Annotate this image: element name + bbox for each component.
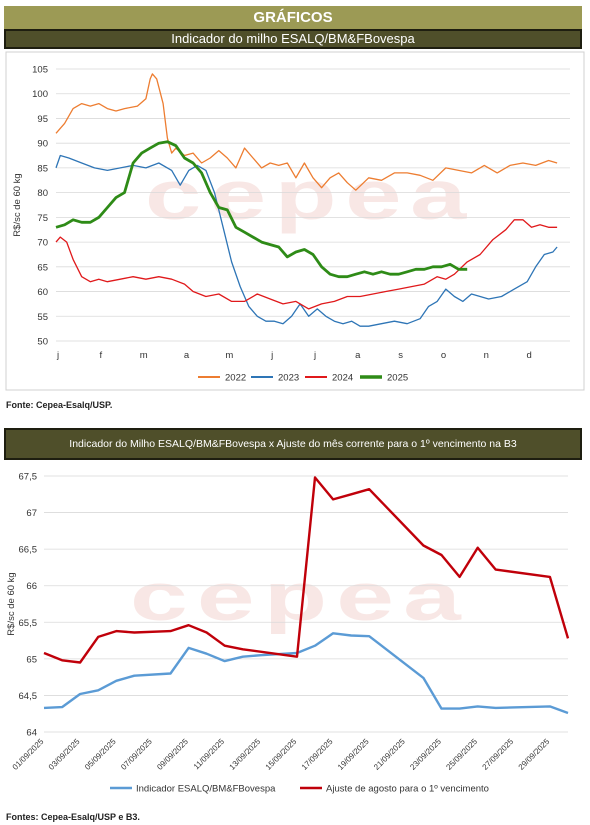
series-line-2024 <box>55 219 558 310</box>
y-tick-label: 85 <box>37 163 48 174</box>
series-line-2025 <box>55 140 468 279</box>
y-tick-label: 50 <box>37 337 48 348</box>
x-tick-label: f <box>100 350 103 361</box>
x-tick-label: j <box>313 350 316 361</box>
y-tick-label: 65 <box>37 262 48 273</box>
x-tick-label: m <box>140 350 148 361</box>
x-tick-label: 13/09/2025 <box>228 737 263 772</box>
series-line-2023 <box>55 154 558 327</box>
y-axis-label: R$/sc de 60 kg <box>6 572 17 635</box>
series-line-indicator <box>43 632 569 715</box>
x-tick-label: 07/09/2025 <box>119 737 154 772</box>
y-tick-label: 55 <box>37 312 48 323</box>
chart2-title: Indicador do Milho ESALQ/BM&FBovespa x A… <box>4 428 582 460</box>
y-tick-label: 66 <box>26 581 37 592</box>
chart2-source: Fontes: Cepea-Esalq/USP e B3. <box>6 812 140 822</box>
chart1-title: Indicador do milho ESALQ/BM&FBovespa <box>4 29 582 49</box>
x-tick-label: 09/09/2025 <box>155 737 190 772</box>
x-tick-label: m <box>225 350 233 361</box>
x-tick-label: a <box>355 350 361 361</box>
x-tick-label: n <box>484 350 489 361</box>
y-tick-label: 60 <box>37 287 48 298</box>
legend-label-2025: 2025 <box>387 373 408 384</box>
x-tick-label: 23/09/2025 <box>408 737 443 772</box>
x-tick-label: s <box>398 350 403 361</box>
x-tick-label: d <box>527 350 532 361</box>
x-tick-label: 19/09/2025 <box>336 737 371 772</box>
y-tick-label: 67,5 <box>19 472 38 483</box>
x-tick-label: j <box>56 350 59 361</box>
y-tick-label: 67 <box>26 508 37 519</box>
y-tick-label: 75 <box>37 213 48 224</box>
legend-label-indicator: Indicador ESALQ/BM&FBovespa <box>136 784 276 795</box>
legend-label-2022: 2022 <box>225 373 246 384</box>
y-axis-label: R$/sc de 60 kg <box>12 173 23 236</box>
x-tick-label: 11/09/2025 <box>192 737 227 772</box>
x-tick-label: 27/09/2025 <box>481 737 516 772</box>
legend-label-2024: 2024 <box>332 373 353 384</box>
chart1-frame <box>5 51 585 391</box>
y-tick-label: 65,5 <box>19 618 38 629</box>
x-tick-label: 05/09/2025 <box>83 737 118 772</box>
y-tick-label: 95 <box>37 114 48 125</box>
y-tick-label: 65 <box>26 654 37 665</box>
y-tick-label: 64 <box>26 728 37 739</box>
y-tick-label: 64,5 <box>19 691 38 702</box>
y-tick-label: 80 <box>37 188 48 199</box>
y-tick-label: 105 <box>32 65 48 76</box>
x-tick-label: 17/09/2025 <box>300 737 335 772</box>
x-tick-label: 25/09/2025 <box>444 737 479 772</box>
x-tick-label: j <box>270 350 273 361</box>
x-tick-label: a <box>184 350 190 361</box>
y-tick-label: 100 <box>32 89 48 100</box>
x-tick-label: 03/09/2025 <box>47 737 82 772</box>
x-tick-label: 29/09/2025 <box>517 737 552 772</box>
y-tick-label: 70 <box>37 238 48 249</box>
legend-label-2023: 2023 <box>278 373 299 384</box>
chart1-source: Fonte: Cepea-Esalq/USP. <box>6 400 113 410</box>
x-tick-label: 15/09/2025 <box>264 737 299 772</box>
y-tick-label: 66,5 <box>19 545 38 556</box>
series-line-adjustment <box>43 476 570 664</box>
legend-label-adjustment: Ajuste de agosto para o 1º vencimento <box>326 784 489 795</box>
x-tick-label: 01/09/2025 <box>11 737 46 772</box>
section-title: GRÁFICOS <box>4 6 582 29</box>
series-line-2022 <box>55 73 558 191</box>
y-tick-label: 90 <box>37 139 48 150</box>
x-tick-label: o <box>441 350 446 361</box>
x-tick-label: 21/09/2025 <box>372 737 407 772</box>
